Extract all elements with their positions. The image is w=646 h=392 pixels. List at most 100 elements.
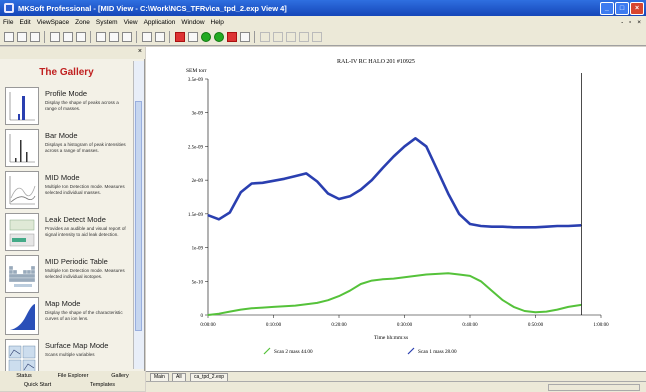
copy-icon[interactable] [62, 31, 73, 42]
save-icon[interactable] [29, 31, 40, 42]
gallery-item-description: Provides an audible and visual report of… [45, 226, 126, 237]
paste-icon[interactable] [75, 31, 86, 42]
print-icon[interactable] [95, 31, 106, 42]
menu-application[interactable]: Application [143, 18, 176, 26]
data-point [403, 145, 406, 148]
maximize-button[interactable]: □ [615, 1, 629, 15]
menu-file[interactable]: File [3, 18, 14, 26]
gallery-item-mid-periodic-table[interactable]: MID Periodic Table Multiple Ion Detectio… [5, 255, 133, 295]
window-title: MKSoft Professional - [MID View - C:\Wor… [18, 3, 287, 13]
gallery-item-name: MID Mode [45, 173, 80, 182]
data-point [360, 188, 362, 191]
tab-status[interactable]: Status [16, 373, 32, 379]
y-tick-labels: 0 5e-10 1e-09 1.5e-09 2e-09 2.5e-09 3e-09 3.5e-… [188, 78, 208, 319]
data-point [261, 182, 264, 184]
tab-templates[interactable]: Templates [89, 382, 116, 388]
run-icon[interactable] [200, 31, 211, 42]
x-tick-label: 0:30:00 [397, 323, 413, 328]
gallery-item-profile-mode[interactable]: Profile Mode Display the shape of peaks … [5, 87, 133, 127]
cut-icon[interactable] [49, 31, 60, 42]
minimize-button[interactable]: _ [600, 1, 614, 15]
data-point [338, 295, 340, 297]
data-point [480, 280, 482, 282]
y-tick-label: 1.5e-09 [188, 213, 204, 218]
data-point [371, 280, 373, 282]
gallery-item-description: Scans multiple variables [45, 352, 95, 357]
menu-edit[interactable]: Edit [19, 18, 31, 26]
data-point [382, 278, 384, 280]
data-point [272, 180, 275, 182]
data-point [436, 273, 438, 275]
data-point [534, 226, 537, 228]
menu-system[interactable]: System [95, 18, 118, 26]
mdi-window-controls[interactable]: - ▫ × [621, 18, 643, 26]
app-icon [4, 3, 14, 13]
tab-file-explorer[interactable]: File Explorer [57, 373, 89, 379]
data-point [425, 273, 427, 276]
settings-icon[interactable] [311, 31, 322, 42]
gallery-item-bar-mode[interactable]: Bar Mode Displays a histogram of peak in… [5, 129, 133, 169]
gallery-item-leak-detect-mode[interactable]: Leak Detect Mode Provides an audible and… [5, 213, 133, 253]
line-chart[interactable]: RAL-IV RC HALO 201 #10925 SEM torr Time … [146, 47, 646, 371]
toolbar [0, 28, 646, 46]
data-point [556, 225, 558, 227]
gallery-item-surface-map-mode[interactable]: Surface Map Mode Scans multiple variable… [5, 339, 133, 379]
gallery-close-icon[interactable]: × [137, 48, 142, 55]
data-point [447, 272, 449, 274]
data-point [218, 218, 220, 220]
y-tick-label: 1e-09 [192, 247, 204, 252]
data-point [469, 223, 471, 225]
y-tick-label: 2e-09 [192, 179, 204, 184]
data-point [305, 172, 307, 174]
data-point [327, 299, 329, 301]
menu-viewspace[interactable]: ViewSpace [36, 18, 70, 26]
series-line [207, 137, 582, 229]
x-tick-label: 0:20:00 [331, 323, 347, 328]
gallery-item-mid-mode[interactable]: MID Mode Multiple Ion Detection mode. Me… [5, 171, 133, 211]
data-point [261, 306, 264, 309]
menu-help[interactable]: Help [210, 18, 224, 26]
data-point [327, 193, 329, 195]
function-icon[interactable] [187, 31, 198, 42]
run-all-icon[interactable] [213, 31, 224, 42]
sensor-icon[interactable] [239, 31, 250, 42]
close-button[interactable]: × [630, 1, 644, 15]
record-icon[interactable] [226, 31, 237, 42]
zoom-icon[interactable] [121, 31, 132, 42]
data-point [294, 304, 296, 307]
menu-window[interactable]: Window [181, 18, 205, 26]
series-lines [207, 137, 582, 316]
data-point [283, 178, 286, 180]
gallery-item-description: Display the shape of peaks across a rang… [45, 100, 119, 111]
data-point [491, 226, 493, 228]
print-preview-icon[interactable] [108, 31, 119, 42]
gallery-item-description: Displays a histogram of peak intensities… [45, 142, 126, 153]
data-point [480, 225, 482, 227]
gallery-scroll-thumb[interactable] [135, 101, 142, 331]
profile-mode-thumbnail [5, 87, 39, 125]
menu-zone[interactable]: Zone [75, 18, 90, 26]
new-file-icon[interactable] [3, 31, 14, 42]
y-tick-label: 5e-10 [192, 280, 204, 285]
menu-view[interactable]: View [123, 18, 138, 26]
tab-quick-start[interactable]: Quick Start [23, 382, 52, 388]
data-point [382, 167, 384, 169]
open-folder-icon[interactable] [16, 31, 27, 42]
step-back-icon[interactable] [259, 31, 270, 42]
stop-icon[interactable] [174, 31, 185, 42]
data-point [502, 226, 504, 228]
table-icon[interactable] [154, 31, 165, 42]
fast-forward-icon[interactable] [298, 31, 309, 42]
binoculars-icon[interactable] [141, 31, 152, 42]
tab-gallery[interactable]: Gallery [111, 373, 129, 379]
step-forward-icon[interactable] [285, 31, 296, 42]
data-point [523, 226, 526, 228]
data-point [283, 305, 286, 307]
gallery-item-map-mode[interactable]: Map Mode Display the shape of the charac… [5, 297, 133, 337]
chart-view[interactable]: RAL-IV RC HALO 201 #10925 SEM torr Time … [146, 47, 646, 371]
map-mode-thumbnail [5, 297, 39, 335]
window-titlebar: MKSoft Professional - [MID View - C:\Wor… [0, 0, 646, 16]
gallery-scrollbar[interactable] [133, 61, 144, 369]
data-point [567, 225, 569, 227]
rewind-icon[interactable] [272, 31, 283, 42]
